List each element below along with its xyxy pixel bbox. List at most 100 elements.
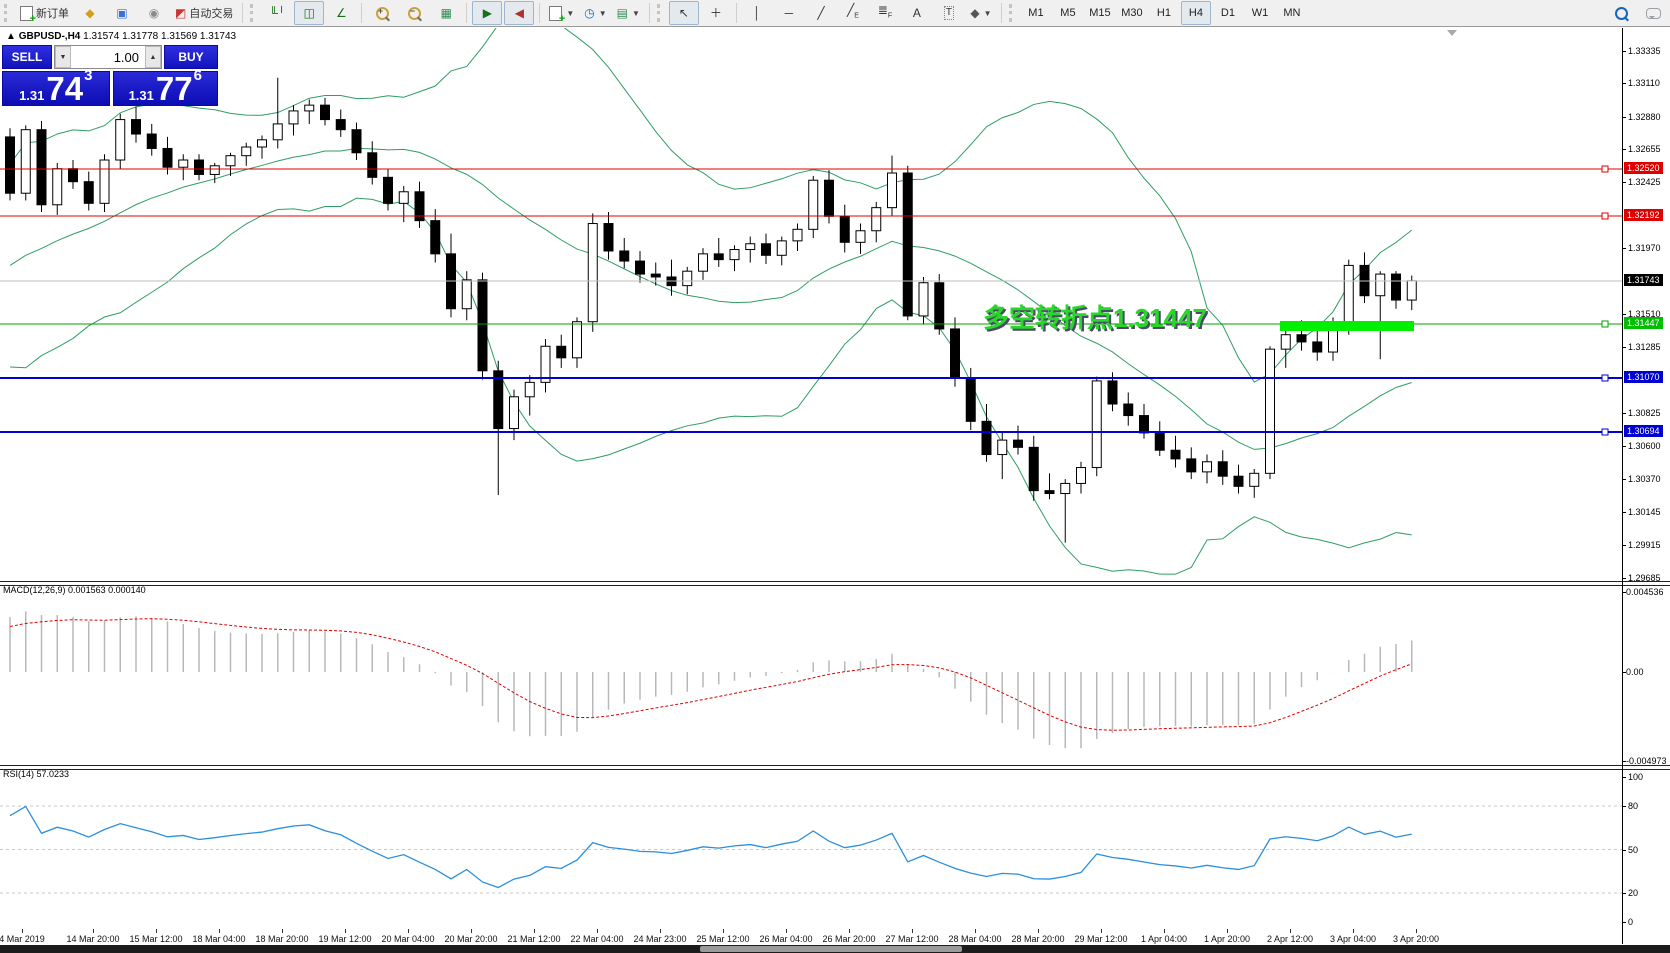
periods-button[interactable]: ◷ ▼	[584, 6, 607, 20]
price-tickmark	[1622, 347, 1626, 348]
time-tick-label: 18 Mar 04:00	[192, 934, 246, 944]
chat-button[interactable]	[1638, 1, 1668, 25]
period-mn-button[interactable]: MN	[1283, 7, 1301, 19]
text-tool-button[interactable]: A	[902, 1, 932, 25]
rsi-tick-label: 100	[1628, 772, 1644, 782]
time-tick-label: 22 Mar 04:00	[570, 934, 624, 944]
rsi-tick-label: 0	[1628, 917, 1634, 927]
collapse-marker-icon[interactable]: ▲	[6, 31, 16, 42]
tile-windows-button[interactable]: ▦	[431, 1, 461, 25]
buy-price[interactable]: 1.31 77 6	[112, 67, 218, 107]
price-tickmark	[1622, 149, 1626, 150]
toolbar-grip[interactable]	[656, 4, 665, 22]
macd-tick-label: 0.004536	[1626, 587, 1664, 597]
pane-resizer-macd[interactable]	[0, 581, 1670, 586]
time-tickmark	[723, 929, 724, 933]
profiles-icon[interactable]: ▣	[116, 6, 128, 20]
time-tick-label: 20 Mar 20:00	[444, 934, 498, 944]
channel-tool-button[interactable]: ╱E	[838, 1, 868, 25]
price-level-label: 1.31447	[1624, 317, 1663, 329]
sell-button[interactable]: SELL	[2, 45, 52, 69]
chart-shift-marker-icon[interactable]	[1447, 30, 1457, 36]
rsi-tick-label: 80	[1628, 801, 1639, 811]
trendline-tool-button[interactable]: ╱	[806, 1, 836, 25]
vertical-line-tool-button[interactable]: │	[742, 1, 772, 25]
price-tickmark	[1622, 117, 1626, 118]
line-chart-button[interactable]: ∠	[326, 1, 356, 25]
period-m15-button[interactable]: M15	[1089, 7, 1111, 19]
buy-button[interactable]: BUY	[164, 45, 218, 69]
periods-icon: ◷	[584, 6, 595, 20]
time-tick-label: 4 Mar 2019	[0, 934, 45, 944]
separator	[466, 3, 468, 23]
volume-increment-button[interactable]: ▲	[145, 46, 161, 68]
signals-icon[interactable]: ◉	[148, 6, 160, 20]
period-m1-button[interactable]: M1	[1028, 7, 1044, 19]
time-tickmark	[849, 929, 850, 933]
bar-chart-button[interactable]: ╙╵	[262, 1, 292, 25]
crosshair-tool-button[interactable]: ＋	[701, 1, 731, 25]
highlight-segment[interactable]	[1280, 320, 1414, 331]
zoom-out-button[interactable]: −	[399, 1, 429, 25]
horizontal-line-icon: ─	[784, 6, 794, 20]
time-tick-label: 1 Apr 20:00	[1203, 934, 1251, 944]
volume-decrement-button[interactable]: ▼	[55, 46, 71, 68]
chat-icon	[1645, 7, 1661, 19]
period-h1-button[interactable]: H1	[1156, 7, 1171, 19]
label-tool-button[interactable]: T	[934, 1, 964, 25]
sell-price[interactable]: 1.31 74 3	[2, 67, 110, 106]
price-tick-label: 1.31285	[1628, 342, 1661, 352]
chart-shift-icon: ◀	[514, 6, 524, 20]
price-tick-label: 1.30370	[1628, 474, 1661, 484]
buy-price-big: 77	[155, 70, 193, 107]
time-tickmark	[219, 929, 220, 933]
time-tick-label: 26 Mar 04:00	[759, 934, 813, 944]
volume-input[interactable]: 1.00	[113, 49, 139, 65]
period-d1-button[interactable]: D1	[1220, 7, 1235, 19]
search-button[interactable]	[1606, 1, 1636, 25]
macd-tick-label: 0.00	[1626, 667, 1644, 677]
separator	[1000, 3, 1002, 23]
cursor-tool-button[interactable]: ↖	[668, 1, 699, 25]
price-tick-label: 1.29915	[1628, 540, 1661, 550]
zoom-in-button[interactable]: +	[367, 1, 397, 25]
horizontal-line-tool-button[interactable]: ─	[774, 1, 804, 25]
horizontal-scrollbar[interactable]	[0, 945, 1670, 953]
period-h4-button[interactable]: H4	[1180, 1, 1211, 25]
period-m5-button[interactable]: M5	[1060, 7, 1076, 19]
candlestick-button[interactable]: ◫	[294, 1, 325, 25]
macd-tickmark	[1622, 672, 1626, 673]
price-tick-label: 1.30600	[1628, 441, 1661, 451]
scrollbar-thumb[interactable]	[700, 946, 962, 952]
indicators-button[interactable]: + ▼	[545, 1, 578, 25]
templates-button[interactable]: ▤ ▼	[616, 6, 640, 20]
price-level-label: 1.32520	[1624, 162, 1663, 174]
price-axis[interactable]	[1622, 28, 1623, 944]
autotrading-button[interactable]: ◩ 自动交易	[171, 1, 237, 25]
time-tick-label: 26 Mar 20:00	[822, 934, 876, 944]
fibonacci-tool-button[interactable]: ≣F	[870, 1, 900, 25]
new-order-button[interactable]: + 新订单	[16, 1, 73, 25]
autotrading-label: 自动交易	[189, 8, 234, 20]
pane-resizer-rsi[interactable]	[0, 765, 1670, 770]
vertical-line-icon: │	[753, 6, 761, 20]
chart-shift-button[interactable]: ◀	[504, 1, 535, 25]
toolbar-grip[interactable]	[4, 4, 12, 22]
new-order-label: 新订单	[36, 8, 69, 20]
cursor-icon: ↖	[678, 6, 689, 20]
price-level-label: 1.32192	[1624, 209, 1663, 221]
time-tickmark	[597, 929, 598, 933]
arrows-tool-button[interactable]: ◆ ▼	[970, 6, 992, 20]
toolbar-grip[interactable]	[1008, 4, 1017, 22]
toolbar-grip[interactable]	[250, 4, 258, 22]
period-m30-button[interactable]: M30	[1121, 7, 1143, 19]
arrows-icon: ◆	[970, 6, 980, 20]
auto-scroll-button[interactable]: ▶	[472, 1, 503, 25]
period-w1-button[interactable]: W1	[1251, 7, 1269, 19]
gold-icon[interactable]: ◆	[85, 6, 95, 20]
volume-stepper: ▼ 1.00 ▲	[54, 45, 162, 69]
time-tick-label: 19 Mar 12:00	[318, 934, 372, 944]
document-plus-icon: +	[20, 5, 36, 24]
